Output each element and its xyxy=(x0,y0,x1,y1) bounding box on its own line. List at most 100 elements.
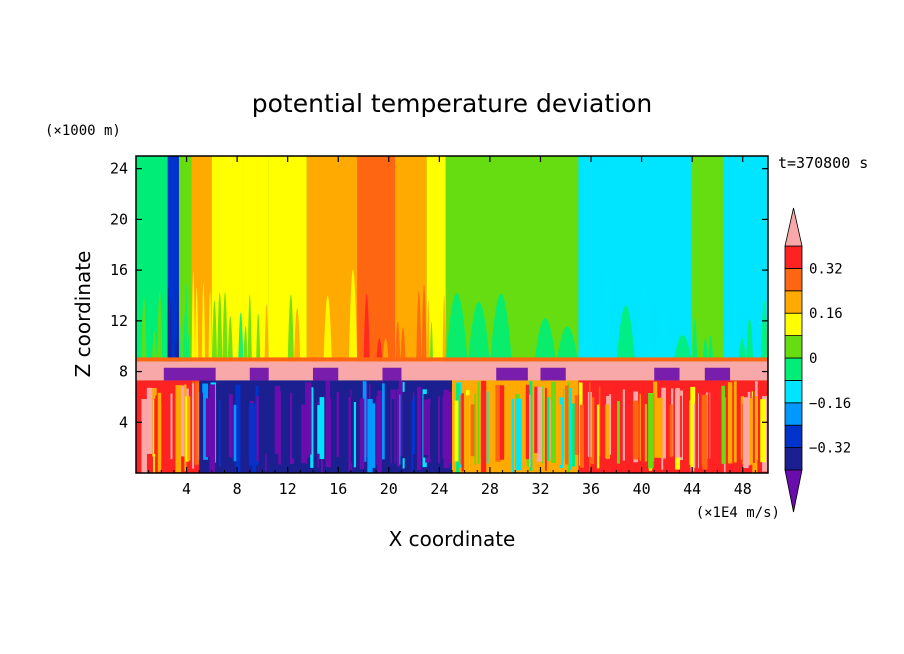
turbulent-streak xyxy=(499,385,505,460)
turbulent-streak xyxy=(598,386,601,457)
turbulent-streak xyxy=(167,389,171,460)
x-tick-label: 4 xyxy=(182,480,191,498)
plume-spike xyxy=(281,310,288,364)
turbulent-streak xyxy=(192,383,195,469)
plume-spike xyxy=(616,305,636,364)
turbulent-streak xyxy=(550,381,556,463)
turbulent-streak xyxy=(442,395,445,459)
plume-spike xyxy=(306,276,316,364)
plume-spike xyxy=(256,313,261,364)
turbulent-streak xyxy=(516,398,522,471)
turbulent-streak xyxy=(474,393,476,465)
x-axis: 4 8 12 16 20 24 28 32 36 40 44 48 xyxy=(135,156,769,498)
turbulent-streak xyxy=(697,393,700,469)
inversion-layer xyxy=(136,361,768,381)
plume-spike xyxy=(294,307,301,364)
plume-spike xyxy=(512,320,535,364)
turbulent-streak xyxy=(760,399,766,463)
turbulent-streak xyxy=(195,381,202,465)
turbulent-streak xyxy=(398,380,403,457)
x-tick-label: 8 xyxy=(233,480,242,498)
plume-spike xyxy=(753,327,761,364)
turbulent-streak xyxy=(401,391,407,459)
turbulent-streak xyxy=(669,404,673,458)
plume-spike xyxy=(238,312,244,364)
turbulent-streak xyxy=(460,394,462,465)
upper-column xyxy=(426,156,446,364)
plume-spike xyxy=(654,308,674,364)
upper-column xyxy=(692,156,724,364)
turbulent-streak xyxy=(430,402,436,459)
turbulent-streak xyxy=(747,391,751,466)
y-axis: 4 8 12 16 20 24 xyxy=(110,160,768,431)
turbulent-streak xyxy=(233,404,237,462)
colorbar-box xyxy=(784,379,803,404)
plume-spike xyxy=(198,311,202,364)
plume-spike xyxy=(731,274,739,364)
turbulent-streak xyxy=(542,386,544,464)
plume-spike xyxy=(205,304,209,364)
plume-spike xyxy=(433,325,437,364)
turbulent-streak xyxy=(546,396,550,462)
plume-spike xyxy=(445,293,468,364)
plume-spike xyxy=(146,293,152,364)
x-tick-label: 44 xyxy=(683,480,701,498)
plume-spike xyxy=(442,295,446,364)
turbulent-streak xyxy=(605,404,610,459)
turbulent-streak xyxy=(362,381,367,462)
plume-spike xyxy=(357,330,364,364)
heatmap-field xyxy=(136,156,768,473)
turbulent-streak xyxy=(661,387,666,459)
plume-spike xyxy=(201,282,206,364)
x-tick-label: 20 xyxy=(380,480,398,498)
plume-spike xyxy=(439,293,443,364)
inversion-intrusion xyxy=(654,367,680,381)
time-label: t=370800 s xyxy=(778,154,868,172)
plume-spike xyxy=(578,336,598,364)
turbulent-streak xyxy=(648,393,654,469)
plume-spike xyxy=(405,313,411,364)
y-tick-label: 24 xyxy=(110,160,128,178)
plume-spike xyxy=(692,318,698,364)
turbulent-streak xyxy=(437,396,440,464)
turbulent-streak xyxy=(185,396,189,462)
plume-spike xyxy=(323,295,332,364)
turbulent-streak xyxy=(721,385,725,464)
colorbar-box xyxy=(784,447,803,471)
upper-column xyxy=(445,156,579,364)
turbulent-streak xyxy=(708,384,710,462)
turbulent-streak xyxy=(618,385,625,461)
upper-column xyxy=(211,156,244,364)
plume-spike xyxy=(697,298,703,364)
plume-spike xyxy=(175,336,178,364)
plume-spike xyxy=(162,288,168,364)
turbulent-streak xyxy=(579,404,584,468)
plume-spike xyxy=(489,293,513,364)
turbulent-streak xyxy=(336,392,340,457)
plume-spike xyxy=(723,328,732,364)
turbulent-streak xyxy=(569,387,572,470)
plume-spike xyxy=(173,278,176,364)
plume-spike xyxy=(178,323,182,364)
turbulent-streak xyxy=(252,403,256,472)
plume-spike xyxy=(251,323,257,364)
colorbar-tick-label: 0 xyxy=(809,351,817,367)
plume-spike xyxy=(718,291,724,364)
inversion-intrusion xyxy=(496,367,528,381)
turbulent-streak xyxy=(319,397,325,460)
turbulent-streak xyxy=(249,400,255,460)
turbulent-streak xyxy=(289,392,295,464)
colorbar-box xyxy=(784,245,803,269)
turbulent-streak xyxy=(511,398,514,473)
turbulent-streak xyxy=(447,392,452,464)
y-unit-label: (×1000 m) xyxy=(45,123,121,139)
plume-spike xyxy=(181,275,184,364)
x-tick-label: 36 xyxy=(582,480,600,498)
turbulent-streak xyxy=(741,403,743,465)
plume-spike xyxy=(167,284,170,364)
turbulent-streak xyxy=(489,402,494,470)
turbulent-streak xyxy=(683,390,685,470)
colorbar-box xyxy=(784,312,803,337)
turbulent-streak xyxy=(545,387,547,471)
